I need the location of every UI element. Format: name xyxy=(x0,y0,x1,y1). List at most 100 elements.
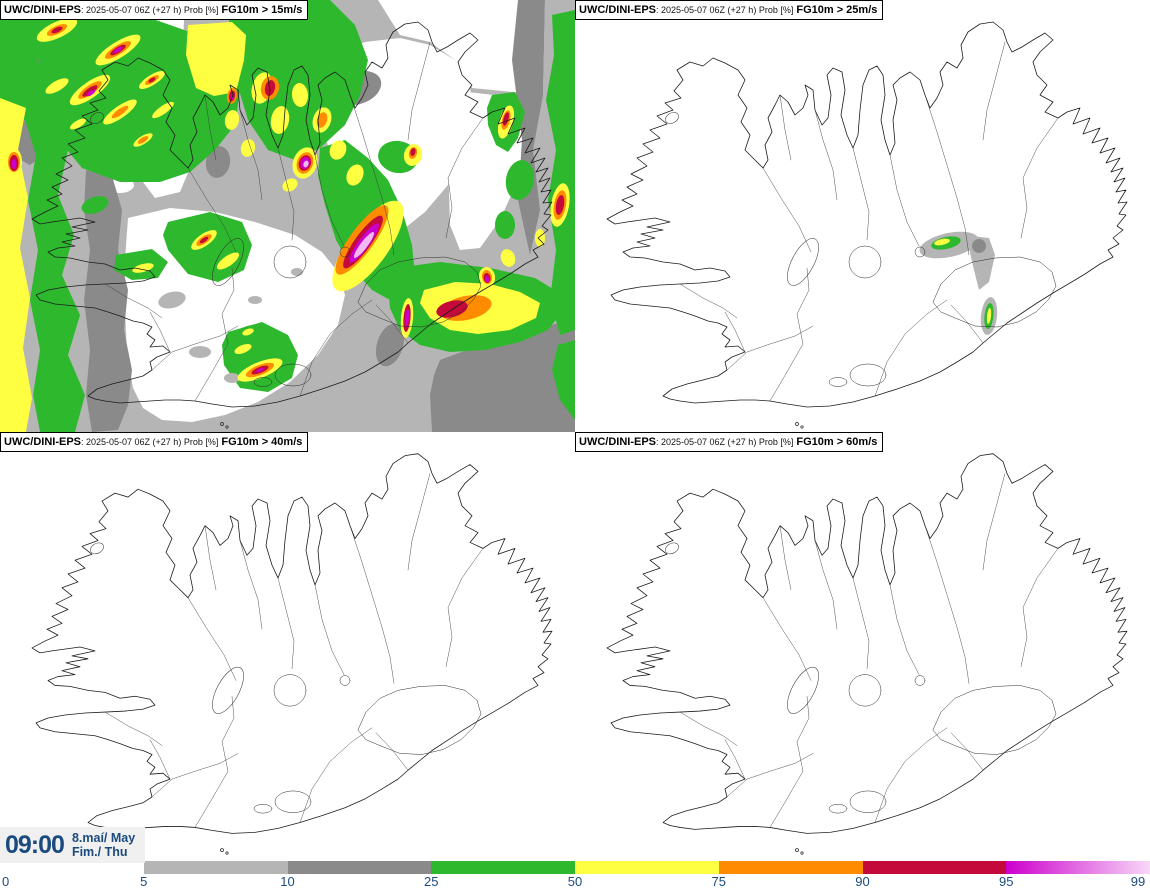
panel-prob-fg10m-40ms: UWC/DINI-EPS: 2025-05-07 06Z (+27 h) Pro… xyxy=(0,432,575,858)
colorbar-tick: 75 xyxy=(711,874,726,889)
model-label: UWC/DINI-EPS xyxy=(579,436,656,448)
field-blob-p50 xyxy=(240,139,256,157)
field-blob-p90 xyxy=(148,77,156,83)
field-blob-p50 xyxy=(291,83,309,107)
colorbar-segment xyxy=(718,861,863,874)
field-blob-p99 xyxy=(353,232,375,258)
field-blob-p50 xyxy=(216,252,240,270)
field-contour-p10 xyxy=(84,170,132,432)
run-meta: : 2025-05-07 06Z (+27 h) Prob [%] xyxy=(81,5,219,15)
colorbar-tick: 5 xyxy=(140,874,148,889)
colorbar-tick: 99 xyxy=(1130,874,1146,889)
field-blob-p75 xyxy=(316,112,328,128)
field-blob-p5 xyxy=(158,291,186,309)
field-blob-p50 xyxy=(346,164,364,186)
colorbar-segment xyxy=(143,861,288,874)
threshold-label: FG10m > 60m/s xyxy=(796,436,878,448)
field-blob-p50 xyxy=(934,238,950,246)
field-blob-p50 xyxy=(500,249,516,267)
field-blob-p25 xyxy=(505,160,535,200)
run-meta: : 2025-05-07 06Z (+27 h) Prob [%] xyxy=(81,437,219,447)
colorbar-segment xyxy=(575,861,719,874)
colorbar-tick: 10 xyxy=(280,874,295,889)
field-contour-p50 xyxy=(0,98,32,432)
colorbar-tick: 25 xyxy=(424,874,439,889)
field-blob-p25 xyxy=(81,196,109,214)
field-blob-p90 xyxy=(502,112,510,126)
field-blob-p75 xyxy=(137,136,149,144)
panel-prob-fg10m-25ms: UWC/DINI-EPS: 2025-05-07 06Z (+27 h) Pro… xyxy=(575,0,1150,432)
field-contour-p10 xyxy=(430,322,575,432)
valid-date-block: 8.maí/ May Fim./ Thu xyxy=(72,831,135,860)
field-blob-p95 xyxy=(484,276,490,282)
iceland-map-fg15 xyxy=(0,0,575,432)
field-contour-p50 xyxy=(186,22,246,96)
panel-header: UWC/DINI-EPS: 2025-05-07 06Z (+27 h) Pro… xyxy=(575,0,884,20)
field-blob-p95 xyxy=(256,367,264,373)
iceland-map-fg25 xyxy=(606,10,1128,429)
colorbar-segment xyxy=(1006,861,1150,874)
field-blob-p75 xyxy=(111,105,129,119)
colorbar-segment xyxy=(287,861,432,874)
field-blob-p5 xyxy=(291,268,303,276)
field-blob-p5 xyxy=(248,296,262,304)
model-label: UWC/DINI-EPS xyxy=(579,4,656,16)
valid-time-box: 09:00 8.maí/ May Fim./ Thu xyxy=(0,827,146,863)
field-blob-p50 xyxy=(224,110,240,130)
iceland-map-fg60 xyxy=(606,442,1128,855)
threshold-label: FG10m > 25m/s xyxy=(796,4,878,16)
field-blob-p95 xyxy=(11,159,17,169)
field-blob-p90 xyxy=(555,195,565,215)
field-blob-p90 xyxy=(410,148,416,156)
probability-colorbar-labels: 0 5 10 25 50 75 90 95 99 xyxy=(0,874,1150,891)
field-blob-p25 xyxy=(495,211,515,239)
field-blob-p50 xyxy=(329,140,347,160)
colorbar-segment xyxy=(862,861,1007,874)
field-blob-p10 xyxy=(205,146,231,178)
model-label: UWC/DINI-EPS xyxy=(4,4,81,16)
field-contour-p25 xyxy=(546,10,575,335)
field-contour-p25 xyxy=(552,340,575,420)
valid-time: 09:00 xyxy=(5,830,65,859)
threshold-label: FG10m > 15m/s xyxy=(221,4,303,16)
field-blob-p90 xyxy=(82,85,98,97)
model-label: UWC/DINI-EPS xyxy=(4,436,81,448)
field-blob-p10 xyxy=(375,323,405,367)
field-blob-p50 xyxy=(45,78,69,94)
probability-field-fg25 xyxy=(919,231,998,335)
valid-date: 8.maí/ May xyxy=(71,830,136,845)
field-blob-p50 xyxy=(70,118,86,130)
field-blob-p5 xyxy=(189,346,211,358)
field-blob-p95 xyxy=(113,46,123,54)
field-blob-p50 xyxy=(132,263,154,273)
run-meta: : 2025-05-07 06Z (+27 h) Prob [%] xyxy=(656,5,794,15)
colorbar-segment xyxy=(0,861,144,874)
field-blob-p95 xyxy=(86,89,96,97)
field-blob-p50 xyxy=(242,328,254,336)
panel-header: UWC/DINI-EPS: 2025-05-07 06Z (+27 h) Pro… xyxy=(0,432,309,452)
colorbar-tick: 90 xyxy=(855,874,870,889)
run-meta: : 2025-05-07 06Z (+27 h) Prob [%] xyxy=(656,437,794,447)
probability-field-fg15 xyxy=(0,0,575,432)
valid-day: Fim./ Thu xyxy=(71,845,128,859)
probability-colorbar xyxy=(0,861,1150,874)
panel-prob-fg10m-60ms: UWC/DINI-EPS: 2025-05-07 06Z (+27 h) Pro… xyxy=(575,432,1150,858)
field-blob-p50 xyxy=(986,308,992,324)
panel-prob-fg10m-15ms: UWC/DINI-EPS: 2025-05-07 06Z (+27 h) Pro… xyxy=(0,0,575,432)
field-blob-p10 xyxy=(972,239,986,253)
field-blob-p50 xyxy=(234,343,252,355)
panel-header: UWC/DINI-EPS: 2025-05-07 06Z (+27 h) Pro… xyxy=(575,432,884,452)
colorbar-tick: 0 xyxy=(2,874,10,889)
field-blob-p99 xyxy=(303,160,309,168)
iceland-map-fg40 xyxy=(31,442,553,855)
field-blob-p95 xyxy=(404,309,410,327)
threshold-label: FG10m > 40m/s xyxy=(221,436,303,448)
field-blob-p90 xyxy=(199,236,209,244)
colorbar-tick: 95 xyxy=(999,874,1014,889)
colorbar-segment xyxy=(431,861,575,874)
field-contour-p25 xyxy=(228,0,368,160)
field-blob-p90 xyxy=(51,26,63,34)
field-blob-p50 xyxy=(152,101,174,119)
field-blob-p5 xyxy=(224,373,240,383)
